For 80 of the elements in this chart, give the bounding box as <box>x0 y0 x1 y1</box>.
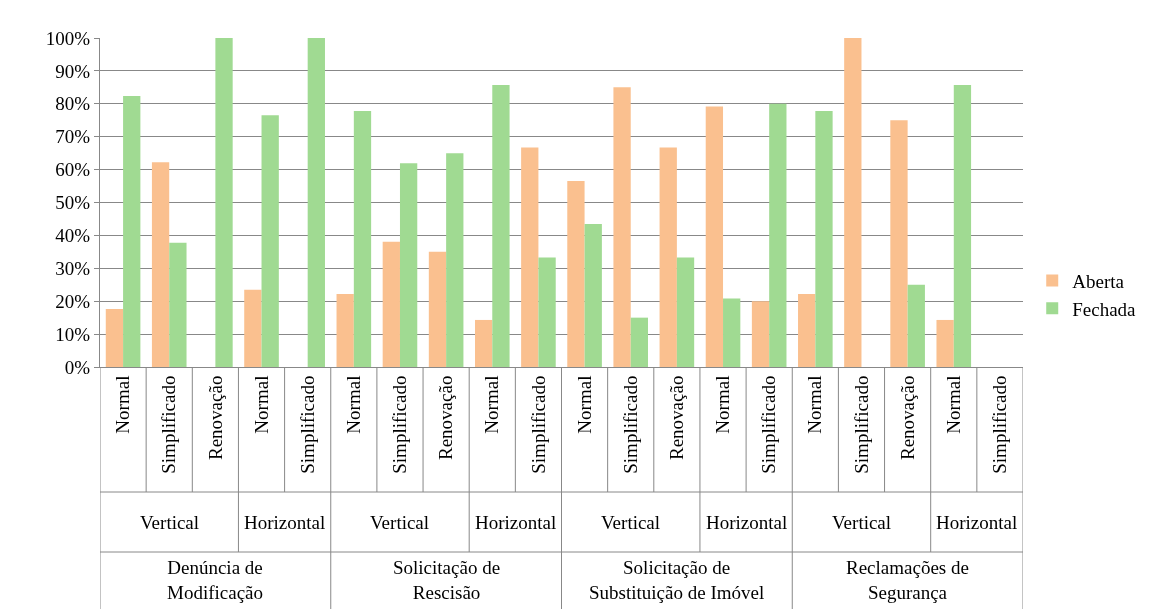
x-tick-label: Renovação <box>666 375 688 461</box>
x-tick-label: Simplificado <box>296 375 318 474</box>
bar <box>151 162 170 367</box>
bar <box>890 120 908 367</box>
text: Vertical <box>370 512 430 533</box>
bar <box>399 163 418 367</box>
x-tick-label: Normal <box>250 375 272 434</box>
bar <box>382 241 400 367</box>
x-tick-label: Simplificado <box>758 375 780 474</box>
y-tick-label: 0% <box>64 356 91 378</box>
text: Horizontal <box>475 512 557 533</box>
y-tick-label: 10% <box>55 323 91 345</box>
bar <box>751 301 770 367</box>
bar <box>474 319 493 367</box>
x-tick-label: Simplificado <box>619 375 641 474</box>
text: Denúncia de Modificação <box>167 557 264 603</box>
bar <box>769 103 787 367</box>
bar <box>844 38 862 367</box>
x-tick-label: Simplificado <box>989 375 1011 474</box>
bar <box>521 147 539 367</box>
y-tick-label: 20% <box>55 290 91 312</box>
legend-label: Aberta <box>1072 270 1125 292</box>
bar <box>907 284 925 367</box>
x-tick-label: Renovação <box>896 375 918 461</box>
y-tick-label: 30% <box>55 257 91 279</box>
bar <box>584 223 602 367</box>
x-tick-label: Renovação <box>435 375 457 461</box>
bar <box>936 319 954 367</box>
x-tick-label: Normal <box>804 375 826 434</box>
bar <box>446 153 464 367</box>
legend-label: Fechada <box>1072 298 1137 320</box>
x-tick-label: Normal <box>343 375 364 434</box>
bar <box>676 257 695 367</box>
bar <box>567 181 585 367</box>
bar <box>353 111 372 367</box>
bar <box>705 106 724 367</box>
bar <box>723 298 741 367</box>
y-tick-label: 60% <box>55 159 91 181</box>
y-tick-label: 40% <box>55 225 91 247</box>
bar <box>336 293 354 367</box>
x-tick-label: Simplificado <box>158 375 180 474</box>
x-tick-label: Simplificado <box>527 375 549 474</box>
bar <box>798 293 816 367</box>
text: Reclamações de Segurança <box>846 557 969 603</box>
text: Vertical <box>140 512 200 533</box>
y-tick-label: 70% <box>55 126 91 148</box>
text: Horizontal <box>936 512 1018 533</box>
bar <box>215 38 233 367</box>
bar <box>105 309 124 367</box>
y-tick-label: 80% <box>55 93 91 115</box>
bar <box>538 257 556 367</box>
x-tick-label: Normal <box>573 375 595 434</box>
bar <box>815 111 833 367</box>
x-tick-label: Renovação <box>204 375 226 461</box>
bar <box>630 317 649 367</box>
text: Vertical <box>601 512 661 533</box>
bar <box>244 289 262 367</box>
bar <box>123 95 141 367</box>
bar <box>261 115 279 367</box>
x-tick-label: Simplificado <box>389 375 411 474</box>
y-tick-label: 100% <box>45 27 91 49</box>
text: Horizontal <box>706 512 788 533</box>
text: Vertical <box>832 512 892 533</box>
bar <box>169 242 187 367</box>
x-tick-label: Normal <box>481 375 503 434</box>
bar <box>428 251 447 367</box>
x-tick-label: Normal <box>112 375 134 434</box>
text: Horizontal <box>244 512 326 533</box>
bar <box>953 85 972 367</box>
bar <box>492 85 510 367</box>
text: Solicitação de Rescisão <box>393 557 501 603</box>
x-tick-label: Normal <box>942 375 964 434</box>
bar <box>659 147 677 367</box>
x-tick-label: Normal <box>712 375 734 434</box>
y-tick-label: 90% <box>55 60 91 82</box>
y-tick-label: 50% <box>55 192 91 214</box>
text: Solicitação de Substituição de Imóvel <box>589 557 765 603</box>
bar <box>307 38 325 367</box>
bar <box>613 87 631 367</box>
x-tick-label: Simplificado <box>850 375 872 474</box>
